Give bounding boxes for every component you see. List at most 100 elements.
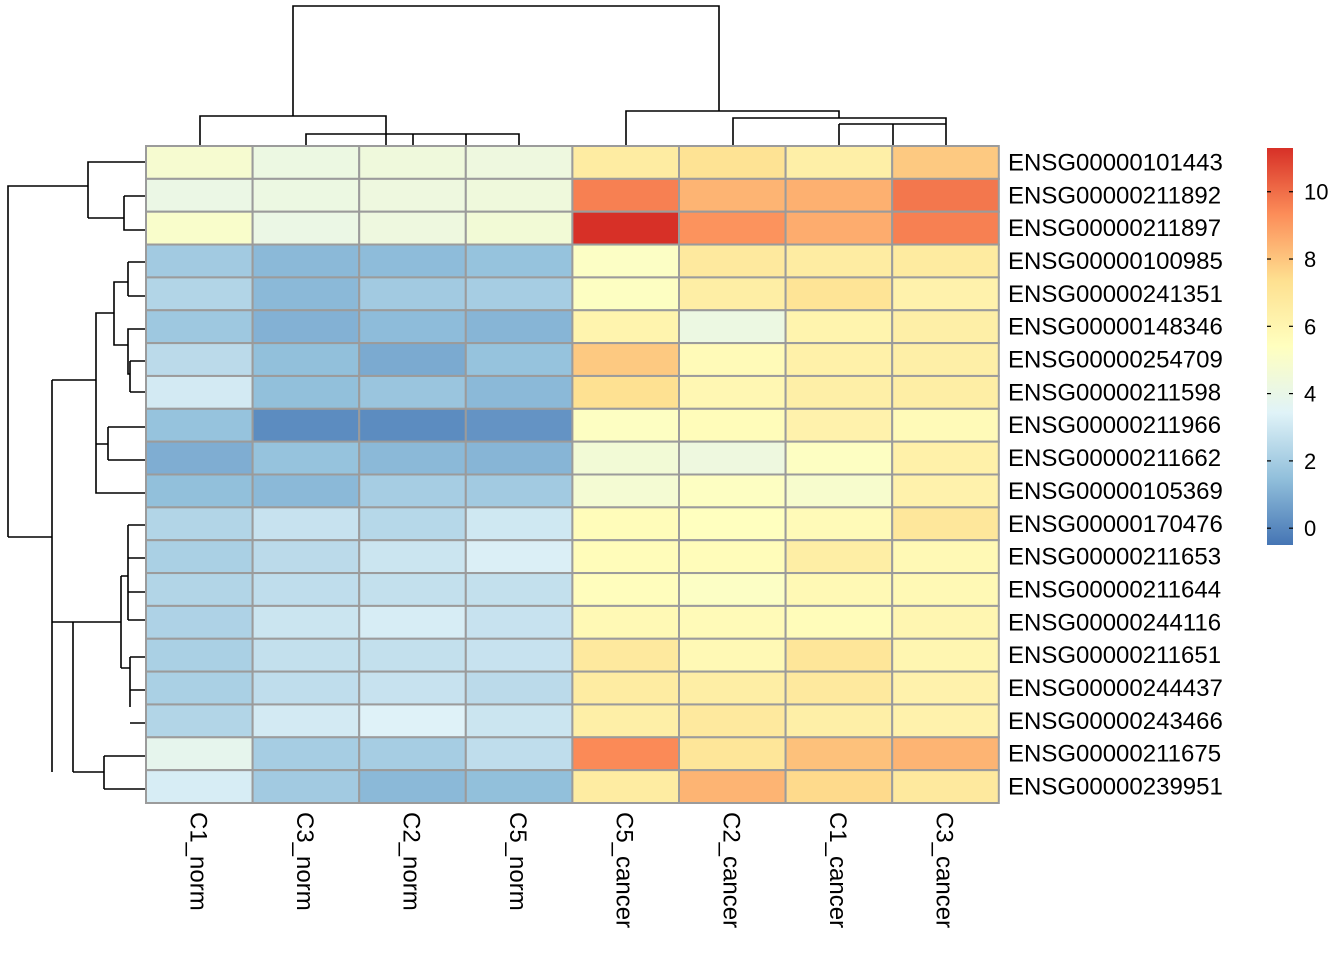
heatmap-cell — [891, 539, 1000, 575]
heatmap-cell — [571, 572, 681, 607]
heatmap-cell — [145, 736, 254, 772]
column-label: C5_cancer — [611, 812, 638, 928]
heatmap-cell — [571, 374, 681, 410]
heatmap-cell — [464, 539, 574, 575]
heatmap-cell — [358, 572, 467, 607]
heatmap-cell — [251, 604, 361, 640]
heatmap-cell — [251, 539, 361, 575]
heatmap-cell — [251, 309, 361, 345]
heatmap-cell — [784, 342, 894, 377]
heatmap-cell — [358, 736, 467, 772]
heatmap-cell — [251, 145, 361, 180]
heatmap-cell — [464, 506, 574, 542]
row-label: ENSG00000105369 — [1008, 478, 1223, 505]
heatmap-cell — [251, 637, 361, 673]
heatmap-cell — [784, 506, 894, 542]
heatmap-cell — [891, 276, 1000, 312]
heatmap-cell — [358, 539, 467, 575]
heatmap-cell — [678, 506, 787, 542]
heatmap-cell — [784, 670, 894, 706]
heatmap-cell — [891, 407, 1000, 443]
heatmap-cell — [571, 243, 681, 279]
heatmap-cell — [784, 572, 894, 607]
heatmap-cell — [678, 243, 787, 279]
heatmap-cell — [784, 177, 894, 213]
column-labels: C1_norm C3_norm C2_norm C5_norm C5_cancer C2_… — [184, 812, 957, 928]
heatmap-cell — [784, 637, 894, 673]
row-label: ENSG00000244116 — [1008, 609, 1221, 636]
row-label: ENSG00000211966 — [1008, 412, 1221, 439]
heatmap-cell — [464, 440, 574, 476]
heatmap-cell — [571, 736, 681, 772]
heatmap-cell — [358, 374, 467, 410]
heatmap-cell — [571, 506, 681, 542]
heatmap-cell — [891, 637, 1000, 673]
heatmap-cell — [251, 374, 361, 410]
heatmap-cell — [678, 276, 787, 312]
heatmap-cell — [571, 177, 681, 213]
heatmap-cell — [358, 407, 467, 443]
heatmap-cell — [251, 769, 361, 805]
heatmap-cell — [464, 309, 574, 345]
row-label: ENSG00000211644 — [1008, 576, 1221, 603]
row-label: ENSG00000101443 — [1008, 149, 1223, 176]
heatmap-cell — [678, 604, 787, 640]
heatmap-cell — [251, 440, 361, 476]
legend-tick-label: 2 — [1304, 449, 1316, 474]
heatmap-cell — [678, 769, 787, 805]
heatmap-cell — [145, 637, 254, 673]
heatmap-cell — [464, 407, 574, 443]
heatmap-cell — [464, 276, 574, 312]
heatmap-cell — [358, 670, 467, 706]
heatmap-cell — [678, 309, 787, 345]
heatmap-cell — [678, 670, 787, 706]
legend-tick-label: 0 — [1304, 516, 1316, 541]
heatmap-cell — [358, 440, 467, 476]
heatmap-cell — [784, 243, 894, 279]
heatmap-cell — [358, 703, 467, 739]
heatmap-cell — [464, 703, 574, 739]
heatmap-cell — [678, 440, 787, 476]
heatmap-cell — [251, 473, 361, 509]
heatmap-cell — [464, 473, 574, 509]
heatmap-cell — [251, 210, 361, 246]
legend-tick-label: 8 — [1304, 247, 1316, 272]
heatmap-cell — [678, 145, 787, 180]
legend-tick-label: 6 — [1304, 314, 1316, 339]
heatmap-cell — [891, 342, 1000, 377]
heatmap-cell — [464, 210, 574, 246]
heatmap-cell — [891, 506, 1000, 542]
heatmap-cell — [145, 407, 254, 443]
heatmap-cell — [358, 243, 467, 279]
heatmap-cell — [571, 539, 681, 575]
heatmap-cell — [464, 670, 574, 706]
heatmap-cell — [251, 342, 361, 377]
heatmap-cell — [891, 703, 1000, 739]
heatmap-cell — [145, 670, 254, 706]
heatmap-cell — [358, 473, 467, 509]
row-label: ENSG00000148346 — [1008, 314, 1223, 341]
heatmap-cell — [358, 145, 467, 180]
heatmap-cell — [251, 703, 361, 739]
row-labels: ENSG00000101443 ENSG00000211892 ENSG000002… — [1008, 149, 1223, 800]
heatmap-cell — [891, 440, 1000, 476]
heatmap-cell — [358, 276, 467, 312]
heatmap-cell — [251, 243, 361, 279]
heatmap-cell — [464, 243, 574, 279]
row-label: ENSG00000211897 — [1008, 215, 1221, 242]
heatmap-cell — [145, 276, 254, 312]
heatmap-cell — [358, 309, 467, 345]
heatmap-cell — [464, 736, 574, 772]
column-label: C3_cancer — [931, 812, 958, 928]
heatmap-cell — [891, 736, 1000, 772]
heatmap-cell — [891, 769, 1000, 805]
row-label: ENSG00000100985 — [1008, 248, 1223, 275]
heatmap-cell — [358, 506, 467, 542]
heatmap-cell — [571, 407, 681, 443]
heatmap-cell — [784, 276, 894, 312]
legend-tick-label: 4 — [1304, 382, 1316, 407]
legend-colorbar — [1267, 148, 1293, 545]
legend-ticks: 0 2 4 6 8 10 — [1267, 180, 1328, 541]
row-label: ENSG00000211598 — [1008, 379, 1221, 406]
